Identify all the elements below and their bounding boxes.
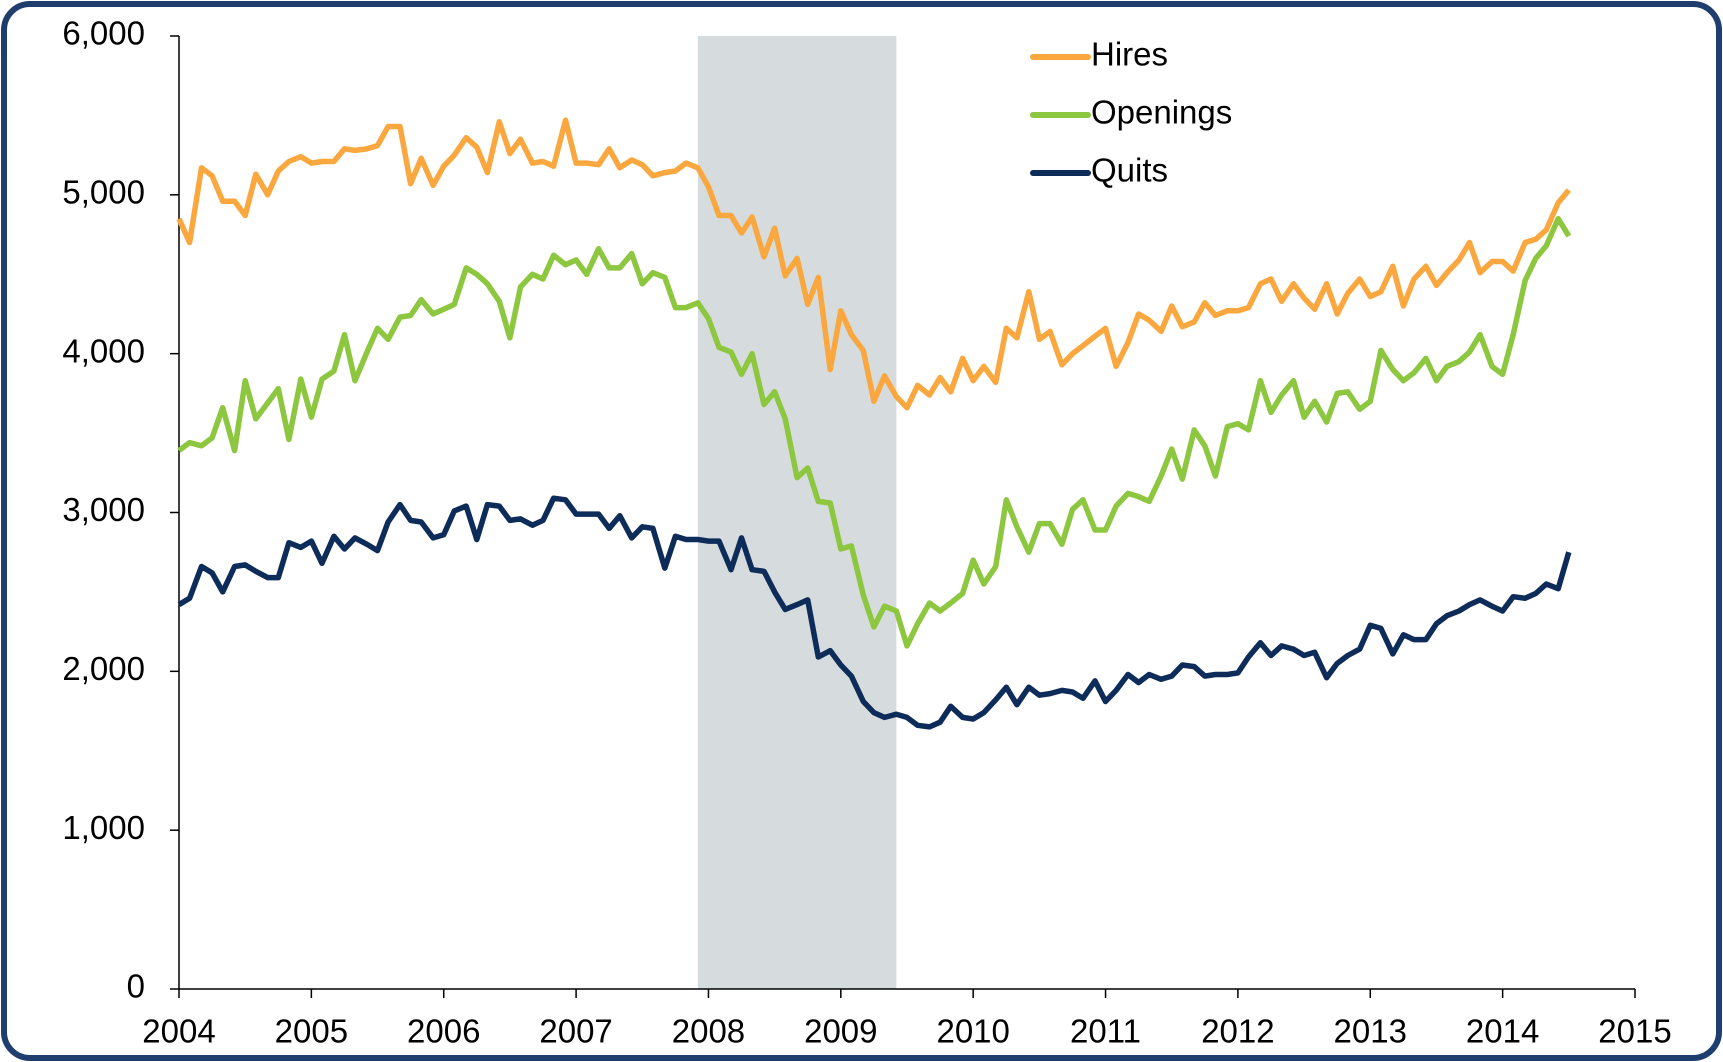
x-tick-label: 2012 (1201, 1013, 1274, 1050)
series-line (177, 495, 1572, 730)
x-tick-label: 2008 (672, 1013, 745, 1050)
recession-band (697, 36, 897, 989)
x-tick-label: 2011 (1070, 1013, 1141, 1050)
x-tick-label: 2015 (1598, 1013, 1671, 1050)
y-tick-label: 0 (127, 968, 145, 1005)
x-tick-label: 2014 (1466, 1013, 1539, 1050)
x-tick-label: 2005 (275, 1013, 348, 1050)
x-tick-label: 2013 (1334, 1013, 1407, 1050)
x-tick-label: 2009 (804, 1013, 877, 1050)
y-tick-label: 3,000 (62, 491, 145, 528)
y-tick-label: 6,000 (62, 15, 145, 52)
legend-label: Quits (1091, 152, 1168, 189)
x-tick-label: 2004 (142, 1013, 215, 1050)
series-line (177, 215, 1572, 649)
y-tick-label: 5,000 (62, 174, 145, 211)
y-tick-label: 4,000 (62, 332, 145, 369)
x-tick-label: 2010 (936, 1013, 1009, 1050)
legend-label: Openings (1091, 94, 1232, 131)
legend-label: Hires (1091, 36, 1168, 73)
x-tick-label: 2007 (539, 1013, 612, 1050)
y-tick-label: 2,000 (62, 650, 145, 687)
y-tick-label: 1,000 (62, 809, 145, 846)
x-tick-label: 2006 (407, 1013, 480, 1050)
series-line (176, 117, 1571, 411)
